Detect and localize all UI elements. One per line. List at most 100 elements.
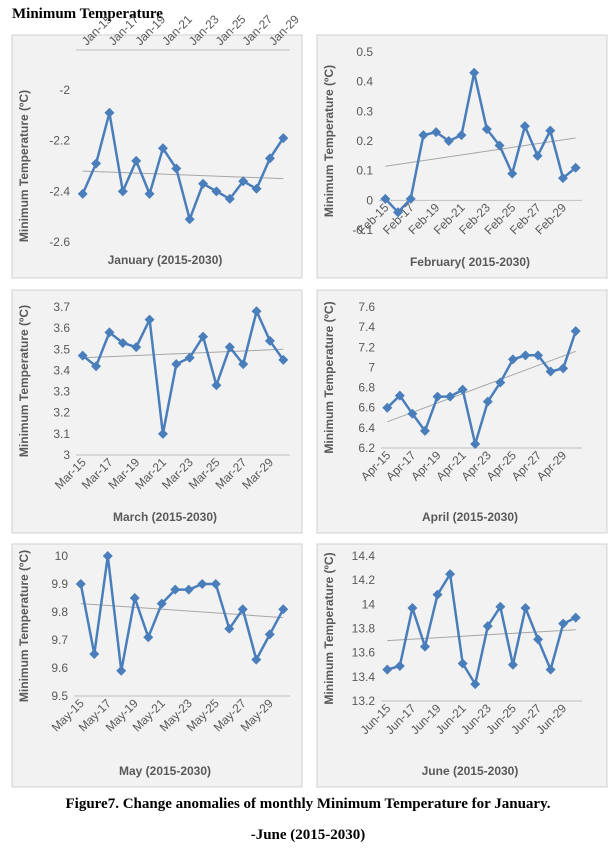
data-point [251, 183, 262, 194]
chart-background [11, 543, 303, 788]
series-line [81, 112, 285, 224]
y-tick-label: 3.3 [53, 385, 70, 399]
y-tick-label: -0.1 [352, 223, 373, 237]
y-tick-label: 3.7 [53, 300, 70, 314]
data-point [443, 136, 454, 146]
data-point [558, 363, 569, 374]
data-point [418, 130, 429, 141]
data-point [405, 193, 416, 204]
y-tick-label: 0.2 [356, 134, 373, 148]
chart-panel-2: -0.1 0 0.1 0.2 0.3 0.4 0.5 Minimum Temperature … [316, 34, 608, 279]
data-point [570, 612, 581, 623]
data-point [278, 604, 289, 615]
data-point [171, 359, 182, 370]
data-point [445, 569, 456, 580]
data-point [507, 168, 518, 179]
y-tick-label: 3.5 [53, 342, 70, 356]
y-tick-label: 14 [362, 597, 376, 611]
data-point [457, 658, 468, 669]
data-point [224, 623, 235, 634]
data-point [77, 350, 88, 361]
x-axis-label: April (2015-2030) [422, 510, 518, 524]
chart-panel-4: 6.2 6.4 6.6 6.8 7 7.2 7.4 7.6 Minimum Temperatur… [316, 289, 608, 534]
data-point [183, 584, 194, 595]
data-point [407, 602, 418, 613]
data-point [91, 158, 102, 169]
y-tick-label: 0.5 [356, 45, 373, 59]
data-point [470, 679, 481, 690]
chart-background [316, 289, 608, 534]
data-point [407, 408, 418, 419]
y-tick-label: 9.8 [51, 605, 68, 619]
y-tick-label: 0 [366, 193, 373, 207]
y-tick-label: 3.2 [53, 406, 70, 420]
data-point [495, 377, 506, 388]
data-point [393, 207, 404, 218]
data-point [197, 579, 208, 589]
data-point [264, 335, 275, 346]
y-axis-label: Minimum Temperature (ºC) [17, 305, 31, 457]
data-point [264, 153, 275, 164]
data-point [131, 342, 142, 353]
data-point [558, 618, 569, 629]
data-point [533, 634, 544, 645]
data-point [382, 664, 393, 675]
y-axis-label: Minimum Temperature (ºC) [322, 552, 336, 704]
data-point [117, 337, 128, 348]
x-axis-label: June (2015-2030) [422, 764, 519, 778]
data-point [382, 402, 393, 413]
data-point [507, 659, 518, 670]
data-point [238, 359, 249, 370]
chart-background [11, 34, 303, 279]
chart-background [316, 34, 608, 279]
data-point [117, 186, 128, 197]
data-point [184, 352, 195, 363]
data-point [116, 665, 127, 676]
data-point [251, 306, 262, 317]
data-point [380, 193, 391, 204]
x-axis-label: February( 2015-2030) [410, 255, 530, 269]
y-tick-label: 9.6 [51, 661, 68, 675]
data-point [171, 163, 182, 174]
data-point [89, 649, 100, 659]
data-point [157, 143, 168, 154]
data-point [570, 162, 581, 173]
y-tick-label: 10 [55, 549, 69, 563]
data-point [394, 660, 405, 671]
data-point [198, 178, 209, 189]
data-point [224, 193, 235, 204]
y-tick-label: -2 [59, 83, 70, 97]
trend-line [82, 170, 284, 180]
y-tick-label: -2.6 [49, 235, 70, 249]
y-tick-label: 3.6 [53, 321, 70, 335]
data-point [237, 604, 248, 615]
data-point [157, 428, 168, 439]
chart-background [11, 289, 303, 534]
y-axis-label: Minimum Temperature (ºC) [17, 90, 31, 242]
data-point [224, 342, 235, 353]
data-point [91, 361, 102, 372]
y-tick-label: 13.2 [352, 694, 376, 708]
data-point [104, 107, 115, 118]
series-line [386, 570, 577, 688]
data-point [431, 127, 442, 138]
data-point [470, 438, 481, 449]
y-tick-label: 13.8 [352, 622, 376, 636]
y-axis-label: Minimum Temperature (ºC) [322, 65, 336, 217]
data-point [520, 602, 531, 613]
y-tick-label: 3.1 [53, 427, 70, 441]
y-tick-label: 3 [63, 448, 70, 462]
y-tick-label: 6.4 [358, 421, 375, 435]
data-point [469, 67, 480, 78]
chart-panel-3: 3 3.1 3.2 3.3 3.4 3.5 3.6 3.7 Minimum Temperatur… [11, 289, 303, 534]
data-point [198, 331, 209, 342]
y-tick-label: 9.5 [51, 689, 68, 703]
data-point [251, 654, 262, 665]
y-tick-label: 7.2 [358, 340, 375, 354]
data-point [507, 354, 518, 365]
y-tick-label: 9.7 [51, 633, 68, 647]
data-point [156, 598, 167, 609]
data-point [495, 601, 506, 612]
trend-line [82, 348, 284, 359]
